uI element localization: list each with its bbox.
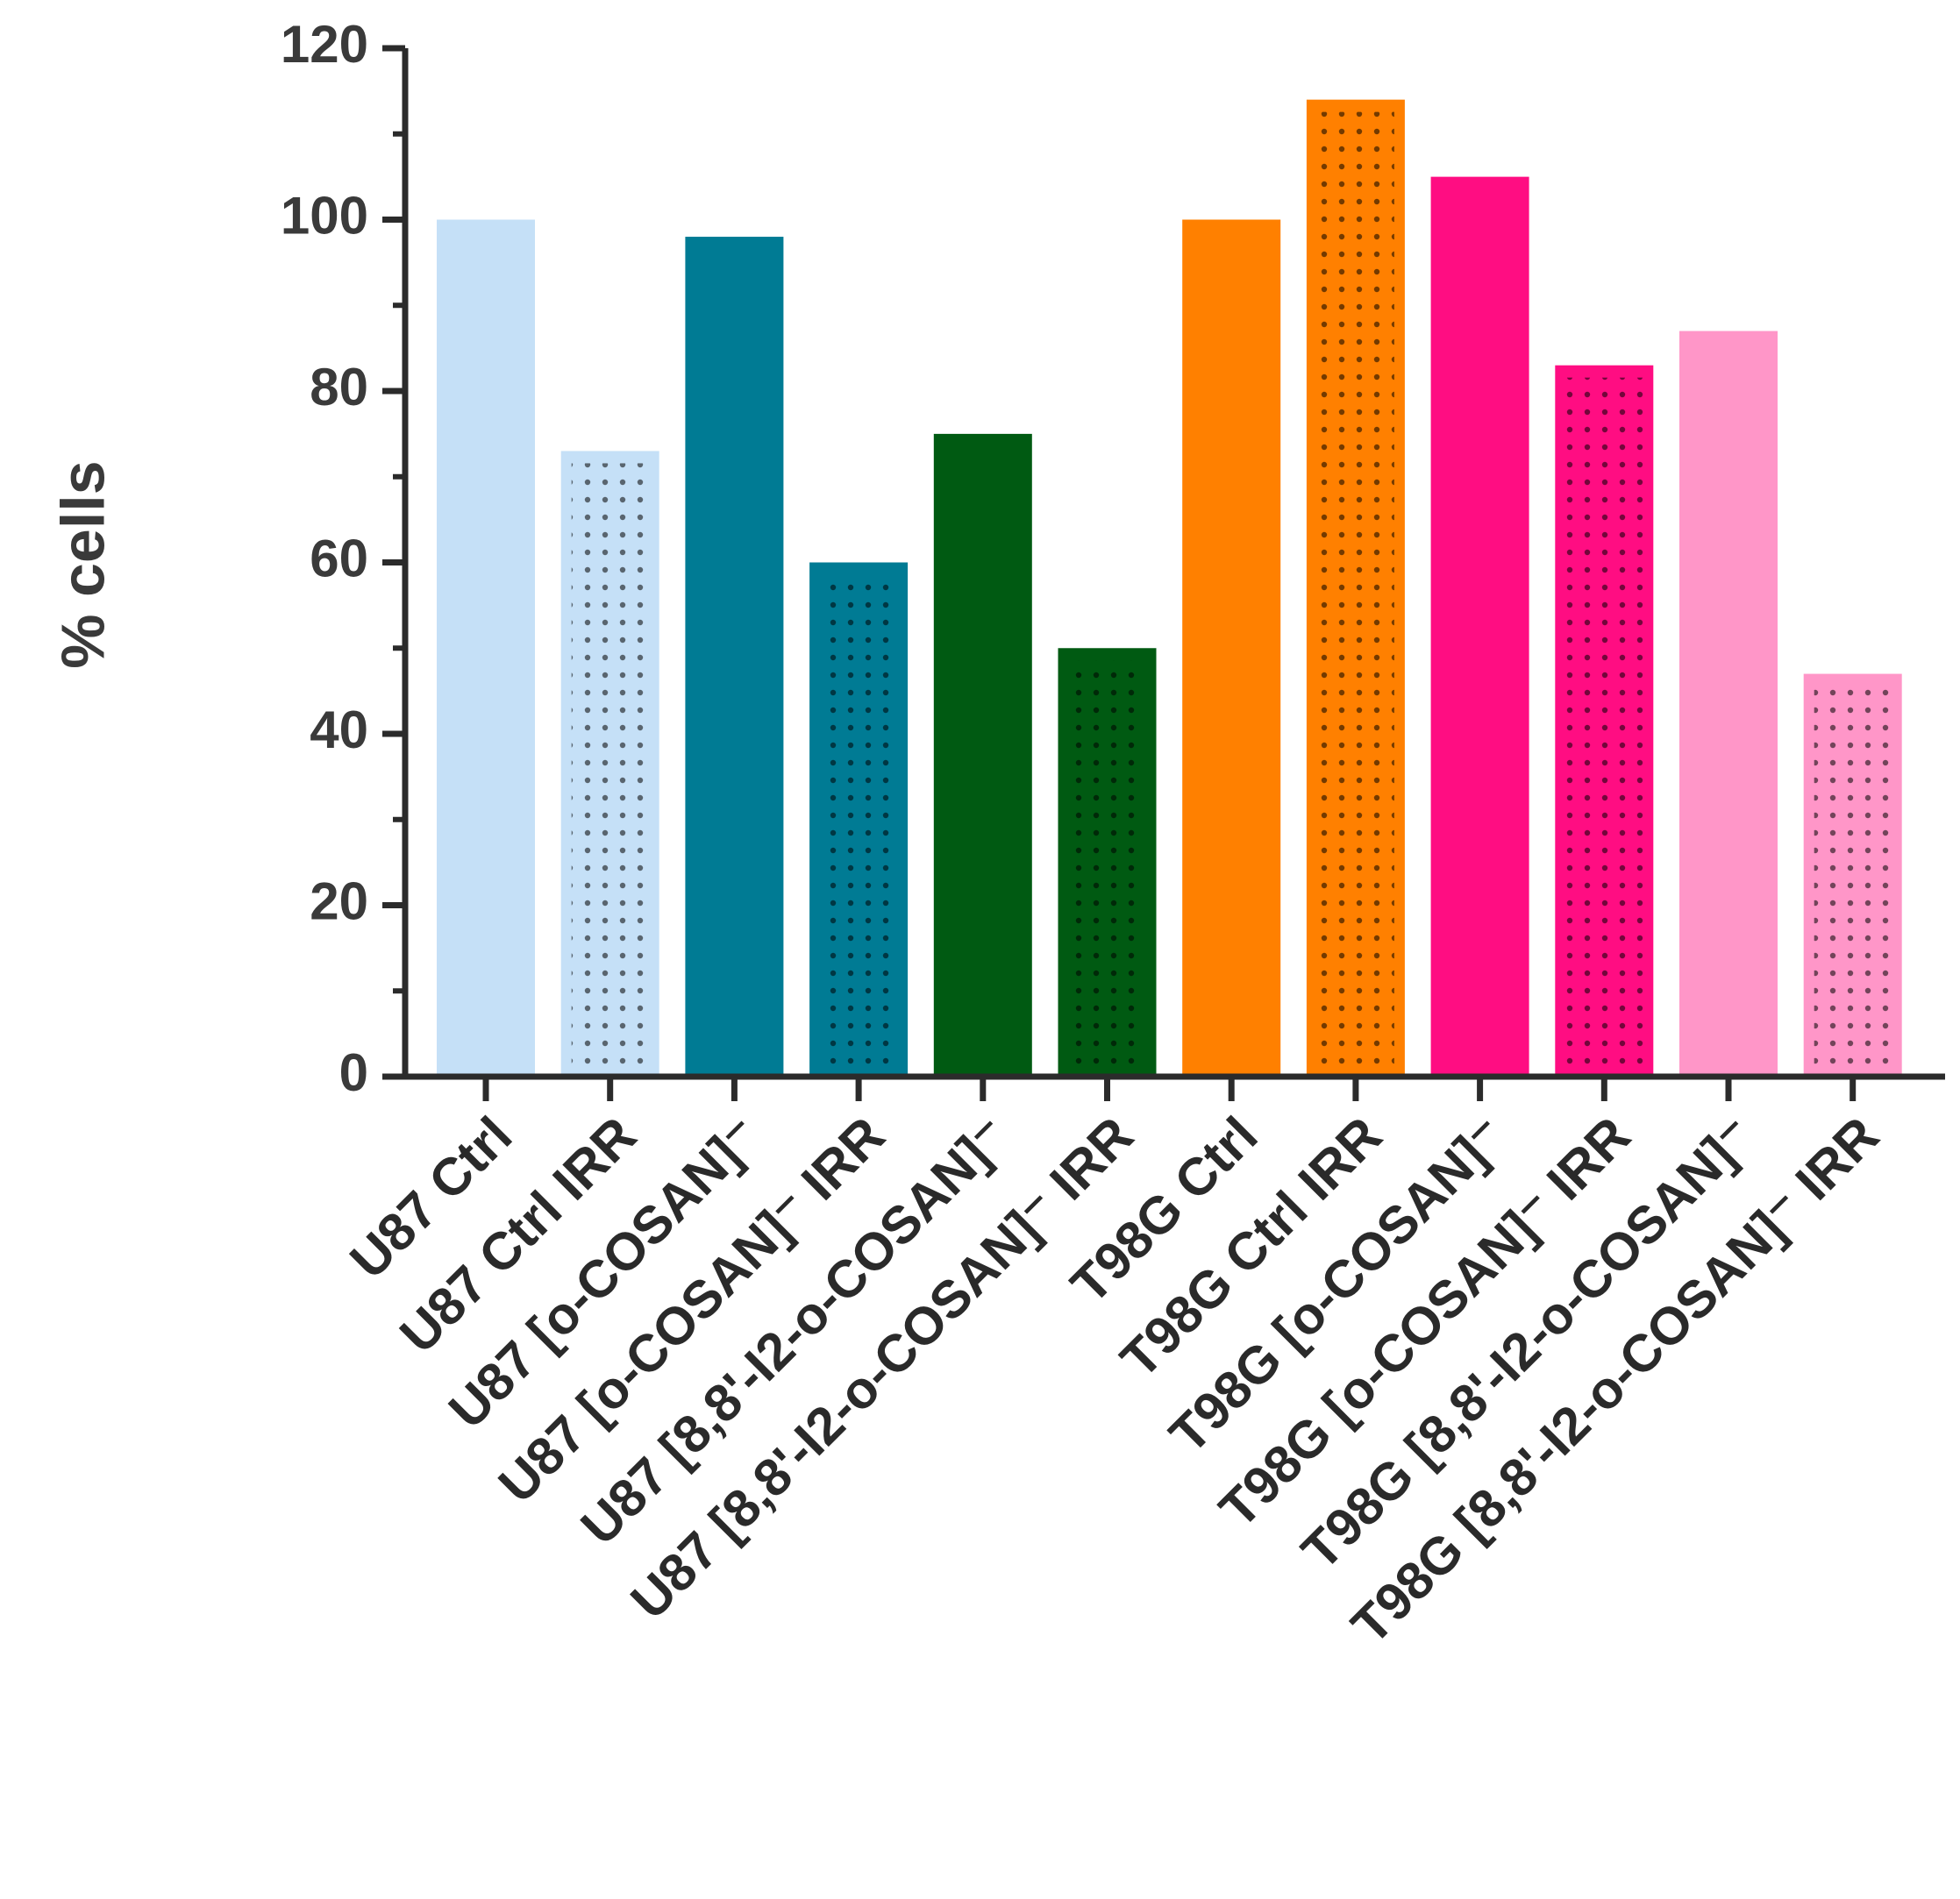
bar bbox=[933, 433, 1032, 1077]
bar-dot-pattern bbox=[820, 574, 898, 1077]
bar-dot-pattern bbox=[1068, 660, 1146, 1077]
y-tick-label: 40 bbox=[310, 701, 368, 759]
bar-dot-pattern bbox=[1565, 377, 1643, 1077]
bar bbox=[1679, 331, 1778, 1077]
y-tick-label: 100 bbox=[281, 186, 368, 245]
bars-layer bbox=[437, 99, 1902, 1077]
y-tick-label: 20 bbox=[310, 871, 368, 930]
y-axis-title: % cells bbox=[48, 460, 117, 668]
bar bbox=[1182, 219, 1281, 1077]
bar bbox=[1430, 176, 1529, 1077]
y-tick-label: 60 bbox=[310, 529, 368, 587]
bar bbox=[685, 237, 784, 1077]
bar-dot-pattern bbox=[1316, 111, 1394, 1077]
bar bbox=[437, 219, 535, 1077]
y-ticks: 0 20 40 60 80 100 120 bbox=[281, 15, 405, 1102]
bar-dot-pattern bbox=[571, 463, 649, 1077]
y-tick-label: 80 bbox=[310, 358, 368, 416]
y-tick-label: 0 bbox=[339, 1043, 368, 1102]
bar-dot-pattern bbox=[1814, 686, 1892, 1077]
y-tick-label: 120 bbox=[281, 15, 368, 74]
